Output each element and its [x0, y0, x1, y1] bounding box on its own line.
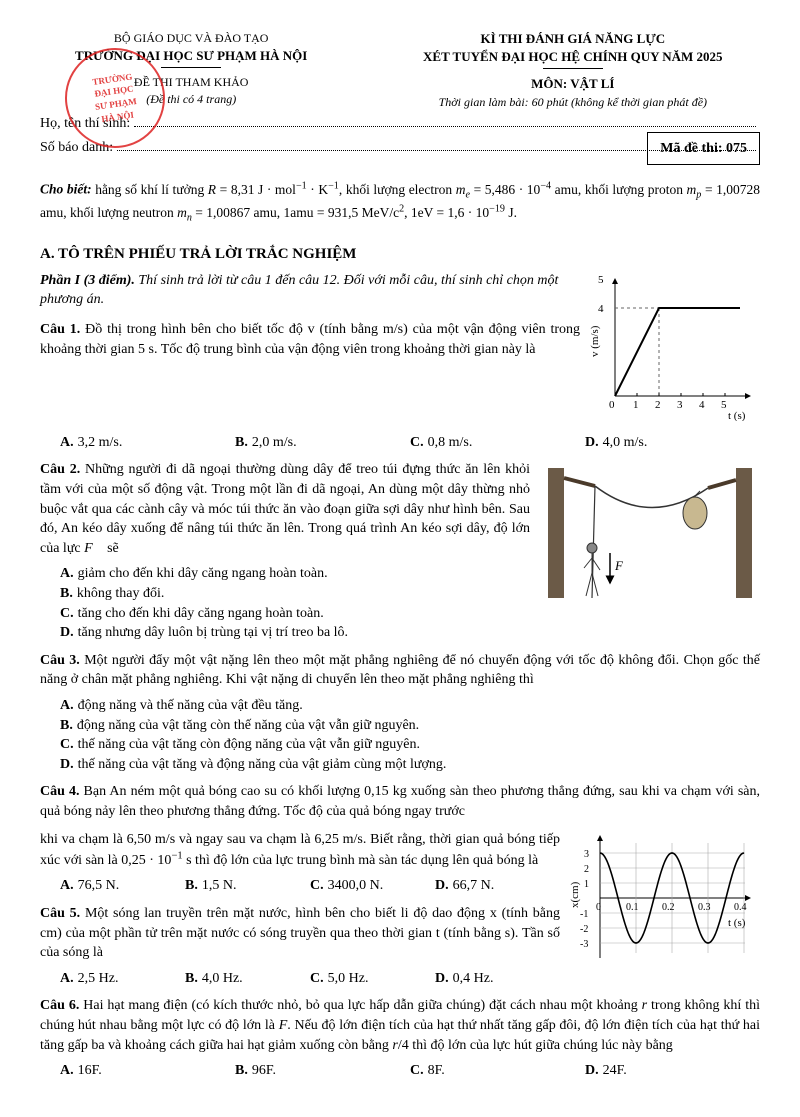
- q6-opt-b[interactable]: B.96F.: [235, 1061, 410, 1081]
- q2-opt-a[interactable]: A.giảm cho đến khi dây căng ngang hoàn t…: [60, 564, 530, 584]
- school-name: TRƯỜNG ĐẠI HỌC SƯ PHẠM HÀ NỘI: [40, 47, 342, 65]
- q2-figure: F⃗: [540, 458, 760, 608]
- q4-opt-d[interactable]: D.66,7 N.: [435, 876, 560, 896]
- q5-opt-b[interactable]: B.4,0 Hz.: [185, 969, 310, 989]
- svg-text:t (s): t (s): [728, 410, 746, 421]
- q6-options: A.16F. B.96F. C.8F. D.24F.: [60, 1061, 760, 1081]
- q1-number: Câu 1.: [40, 322, 80, 337]
- q5-chart: 3 2 1 -1 -2 -3 0 0.1 0.2 0.3 0.4 t (s) x(cm): [570, 828, 760, 968]
- part1-label: Phần I (3 điểm).: [40, 273, 135, 288]
- q4-opt-c[interactable]: C.3400,0 N.: [310, 876, 435, 896]
- svg-text:4: 4: [598, 303, 604, 315]
- q1-opt-b[interactable]: B.2,0 m/s.: [235, 433, 410, 453]
- svg-text:3: 3: [584, 849, 589, 860]
- q1-opt-a[interactable]: A.3,2 m/s.: [60, 433, 235, 453]
- q1-opt-d[interactable]: D.4,0 m/s.: [585, 433, 760, 453]
- svg-text:0: 0: [609, 399, 615, 411]
- svg-text:5: 5: [721, 399, 727, 411]
- svg-text:0.4: 0.4: [734, 902, 747, 913]
- q3-options: A.động năng và thế năng của vật đều tăng…: [60, 696, 760, 774]
- q4-text-cont: khi va chạm là 6,50 m/s và ngay sau va c…: [40, 832, 560, 868]
- q1-text: Đồ thị trong hình bên cho biết tốc độ v …: [40, 322, 580, 357]
- exam-code-box: Mã đề thi: 075: [647, 132, 760, 166]
- q5-opt-a[interactable]: A.2,5 Hz.: [60, 969, 185, 989]
- q4-text: Bạn An ném một quả bóng cao su có khối l…: [40, 784, 760, 819]
- q1-chart: 5 4 0 1 2 3 4 5 t (s) v (m/s): [590, 271, 760, 421]
- svg-text:1: 1: [584, 879, 589, 890]
- svg-text:v (m/s): v (m/s): [590, 325, 601, 357]
- constants-block: Cho biết: hằng số khí lí tưởng R = 8,31 …: [40, 179, 760, 226]
- q2-options: A.giảm cho đến khi dây căng ngang hoàn t…: [60, 564, 530, 642]
- q2-number: Câu 2.: [40, 462, 80, 477]
- q5-text: Một sóng lan truyền trên mặt nước, hình …: [40, 906, 560, 960]
- q4-number: Câu 4.: [40, 784, 79, 799]
- svg-text:2: 2: [655, 399, 661, 411]
- svg-text:0.1: 0.1: [626, 902, 639, 913]
- q4-options: A.76,5 N. B.1,5 N. C.3400,0 N. D.66,7 N.: [60, 876, 560, 896]
- student-name-label: Họ, tên thí sinh:: [40, 114, 130, 134]
- svg-text:0.2: 0.2: [662, 902, 675, 913]
- svg-text:0.3: 0.3: [698, 902, 711, 913]
- student-id-field[interactable]: [117, 150, 756, 151]
- svg-text:t (s): t (s): [728, 917, 746, 929]
- q3-opt-d[interactable]: D.thế năng của vật tăng và động năng của…: [60, 755, 760, 775]
- svg-text:3: 3: [677, 399, 683, 411]
- section-a-heading: A. TÔ TRÊN PHIẾU TRẢ LỜI TRẮC NGHIỆM: [40, 244, 760, 265]
- q4-opt-a[interactable]: A.76,5 N.: [60, 876, 185, 896]
- q5-opt-c[interactable]: C.5,0 Hz.: [310, 969, 435, 989]
- q6-number: Câu 6.: [40, 998, 79, 1013]
- q3-opt-b[interactable]: B.động năng của vật tăng còn thế năng củ…: [60, 716, 760, 736]
- svg-text:4: 4: [699, 399, 705, 411]
- svg-text:x(cm): x(cm): [570, 881, 581, 908]
- svg-text:-2: -2: [580, 924, 588, 935]
- divider: [543, 68, 603, 69]
- svg-text:2: 2: [584, 864, 589, 875]
- q6-opt-d[interactable]: D.24F.: [585, 1061, 760, 1081]
- divider: [161, 67, 221, 68]
- student-id-label: Số báo danh:: [40, 138, 113, 158]
- svg-text:5: 5: [598, 274, 604, 286]
- q5-options: A.2,5 Hz. B.4,0 Hz. C.5,0 Hz. D.0,4 Hz.: [60, 969, 560, 989]
- duration-label: Thời gian làm bài: 60 phút (không kể thờ…: [386, 94, 760, 111]
- q5-opt-d[interactable]: D.0,4 Hz.: [435, 969, 560, 989]
- student-name-field[interactable]: [134, 126, 756, 127]
- q2-opt-b[interactable]: B.không thay đổi.: [60, 584, 530, 604]
- exam-title: KÌ THI ĐÁNH GIÁ NĂNG LỰC: [386, 30, 760, 48]
- subject-label: MÔN: VẬT LÍ: [386, 75, 760, 93]
- q1-opt-c[interactable]: C.0,8 m/s.: [410, 433, 585, 453]
- ministry-label: BỘ GIÁO DỤC VÀ ĐÀO TẠO: [40, 30, 342, 47]
- q6-opt-c[interactable]: C.8F.: [410, 1061, 585, 1081]
- q3-number: Câu 3.: [40, 653, 80, 668]
- q2-opt-c[interactable]: C.tăng cho đến khi dây căng ngang hoàn t…: [60, 604, 530, 624]
- constants-text: hằng số khí lí tưởng R = 8,31 J · mol−1 …: [40, 182, 760, 220]
- q3-opt-c[interactable]: C.thế năng của vật tăng còn động năng củ…: [60, 735, 760, 755]
- svg-text:-3: -3: [580, 939, 588, 950]
- exam-ref: ĐỀ THI THAM KHẢO: [40, 74, 342, 91]
- q2-text: Những người đi dã ngoại thường dùng dây …: [40, 462, 530, 555]
- exam-title: XÉT TUYỂN ĐẠI HỌC HỆ CHÍNH QUY NĂM 2025: [386, 48, 760, 66]
- svg-text:1: 1: [633, 399, 639, 411]
- q4-opt-b[interactable]: B.1,5 N.: [185, 876, 310, 896]
- q5-number: Câu 5.: [40, 906, 80, 921]
- q1-options: A.3,2 m/s. B.2,0 m/s. C.0,8 m/s. D.4,0 m…: [60, 433, 760, 453]
- pages-note: (Đề thi có 4 trang): [40, 91, 342, 108]
- svg-text:F⃗: F⃗: [614, 558, 633, 573]
- q6-opt-a[interactable]: A.16F.: [60, 1061, 235, 1081]
- q6-text: Hai hạt mang điện (có kích thước nhỏ, bỏ…: [40, 998, 760, 1052]
- svg-text:0: 0: [596, 902, 601, 913]
- svg-text:-1: -1: [580, 909, 588, 920]
- q2-opt-d[interactable]: D.tăng nhưng dây luôn bị trùng tại vị tr…: [60, 623, 530, 643]
- q3-opt-a[interactable]: A.động năng và thế năng của vật đều tăng…: [60, 696, 760, 716]
- q3-text: Một người đẩy một vật nặng lên theo một …: [40, 653, 760, 688]
